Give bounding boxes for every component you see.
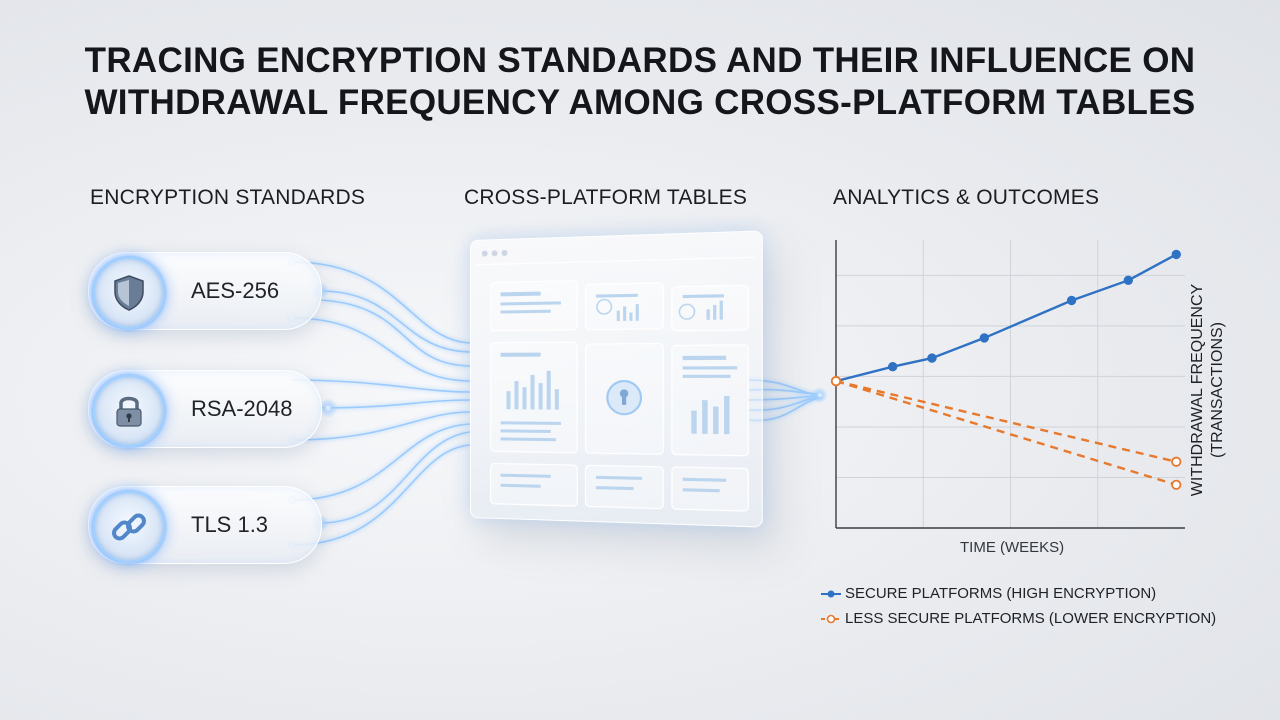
lock-icon — [93, 375, 165, 447]
title-line-1: TRACING ENCRYPTION STANDARDS AND THEIR I… — [0, 40, 1280, 82]
keyhole-icon — [607, 381, 641, 414]
chain-link-icon — [93, 491, 165, 563]
legend-label-less-secure: LESS SECURE PLATFORMS (LOWER ENCRYPTION) — [845, 610, 1216, 627]
data-point-series-0 — [889, 363, 897, 371]
dashboard-mockup — [471, 231, 762, 526]
legend-marker-less-secure — [820, 612, 842, 626]
legend-label-secure: SECURE PLATFORMS (HIGH ENCRYPTION) — [845, 585, 1156, 602]
data-point-series-0 — [980, 334, 988, 342]
data-point-series-0 — [1067, 296, 1075, 304]
encryption-standards-heading: ENCRYPTION STANDARDS — [90, 186, 365, 210]
legend-marker-secure — [820, 587, 842, 601]
cross-platform-dashboard — [470, 230, 763, 527]
title-line-2: WITHDRAWAL FREQUENCY AMONG CROSS-PLATFOR… — [0, 82, 1280, 124]
standard-pill-aes: AES-256 — [88, 252, 322, 330]
standard-label-rsa: RSA-2048 — [191, 396, 293, 422]
data-point-series-0 — [1172, 250, 1180, 258]
chart-y-axis-label-wrap: WITHDRAWAL FREQUENCY (TRANSACTIONS) — [1175, 270, 1241, 510]
standard-label-tls: TLS 1.3 — [191, 512, 268, 538]
data-point-series-0 — [928, 354, 936, 362]
chart-x-axis-label: TIME (WEEKS) — [960, 539, 1064, 556]
data-point-series-1 — [832, 377, 840, 385]
data-point-series-0 — [832, 377, 840, 385]
series-line-2 — [836, 381, 1176, 485]
standard-pill-tls: TLS 1.3 — [88, 486, 322, 564]
series-line-0 — [836, 254, 1176, 381]
data-point-series-0 — [1124, 276, 1132, 284]
standard-pill-rsa: RSA-2048 — [88, 370, 322, 448]
analytics-outcomes-heading: ANALYTICS & OUTCOMES — [833, 186, 1099, 210]
data-point-series-2 — [832, 377, 840, 385]
cross-platform-tables-heading: CROSS-PLATFORM TABLES — [464, 186, 747, 210]
chart-y-axis-label: WITHDRAWAL FREQUENCY (TRANSACTIONS) — [1188, 265, 1228, 515]
shield-icon — [93, 257, 165, 329]
page-title: TRACING ENCRYPTION STANDARDS AND THEIR I… — [0, 40, 1280, 124]
standard-label-aes: AES-256 — [191, 278, 279, 304]
series-line-1 — [836, 381, 1176, 462]
